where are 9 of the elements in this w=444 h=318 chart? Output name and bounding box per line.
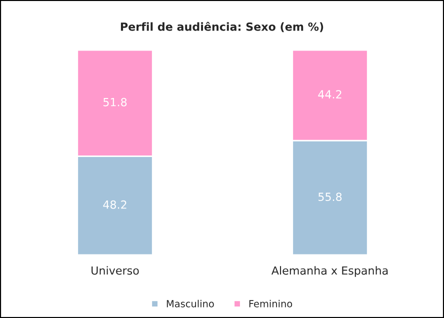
legend-label: Masculino [166,300,214,308]
chart-title: Perfil de audiência: Sexo (em %) [120,22,324,32]
data-label: 51.8 [103,98,127,106]
data-label: 44.2 [318,90,342,98]
x-tick-label: Alemanha x Espanha [271,266,388,277]
data-label: 48.2 [103,200,126,209]
data-label: 55.8 [318,192,342,202]
x-tick-label: Universo [92,266,139,275]
legend-label: Feminino [249,300,292,308]
